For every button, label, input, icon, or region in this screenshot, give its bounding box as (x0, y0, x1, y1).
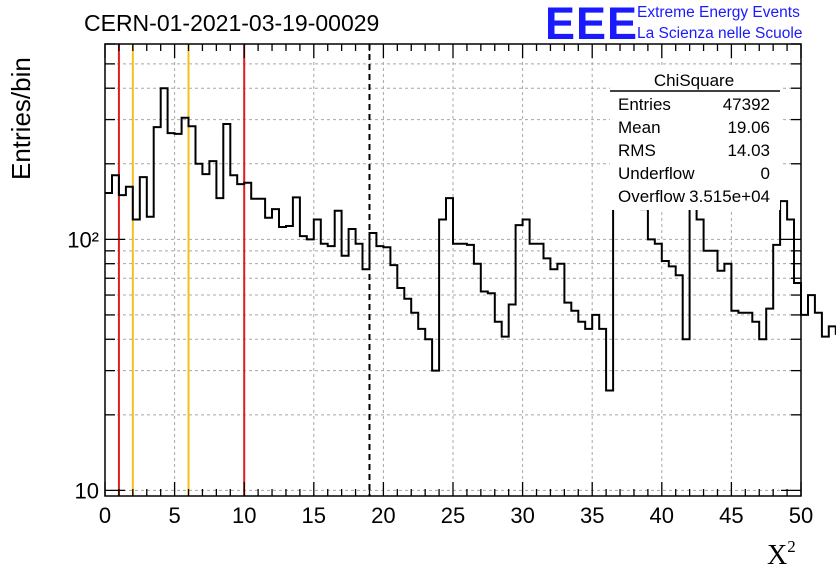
x-tick-label: 50 (789, 503, 813, 528)
stats-row-value: 0 (761, 164, 770, 183)
stats-row-value: 14.03 (727, 141, 770, 160)
x-tick-label: 25 (441, 503, 465, 528)
stats-title: ChiSquare (654, 71, 734, 90)
x-tick-label: 30 (510, 503, 534, 528)
histogram-outline (105, 87, 836, 392)
stats-rows: Entries 47392 Mean 19.06 RMS 14.03 Underflow 0 O… (618, 95, 770, 206)
y-tick-label: 10² (67, 227, 99, 252)
y-axis-label: Entries/bin (6, 57, 36, 180)
run-title: CERN-01-2021-03-19-00029 (84, 10, 380, 36)
x-tick-label: 40 (650, 503, 674, 528)
grid-layer (105, 44, 801, 496)
x-axis-label-base: X (767, 540, 788, 571)
stats-row-label: Entries (618, 95, 671, 114)
stats-row-label: Mean (618, 118, 661, 137)
x-tick-label: 20 (371, 503, 395, 528)
axis-ticks (104, 43, 802, 496)
x-tick-label: 10 (232, 503, 256, 528)
eee-logo: EEE (545, 0, 639, 49)
histogram-series (105, 87, 836, 392)
stats-row-value: 19.06 (727, 118, 770, 137)
stats-row-label: Underflow (618, 164, 695, 183)
y-tick-label: 10 (75, 478, 99, 503)
reference-lines (117, 44, 371, 496)
x-tick-label: 35 (580, 503, 604, 528)
logo-subtitle-1: Extreme Energy Events (637, 4, 800, 21)
logo-subtitle-2: La Scienza nelle Scuole (637, 25, 803, 42)
stats-row-label: Overflow (618, 187, 686, 206)
stats-row-label: RMS (618, 141, 656, 160)
x-tick-label: 15 (302, 503, 326, 528)
x-tick-label: 5 (168, 503, 180, 528)
stats-row-value: 3.515e+04 (689, 187, 770, 206)
tick-labels: 0 5 10 15 20 25 30 35 40 45 50 10 10² (67, 227, 813, 528)
stats-row-value: 47392 (723, 95, 770, 114)
x-tick-label: 45 (719, 503, 743, 528)
stats-box: ChiSquare Entries 47392 Mean 19.06 RMS 14.03 U… (610, 68, 780, 210)
x-axis-label-sup: 2 (787, 537, 796, 556)
x-tick-label: 0 (99, 503, 111, 528)
x-axis-label: X2 (767, 537, 796, 572)
